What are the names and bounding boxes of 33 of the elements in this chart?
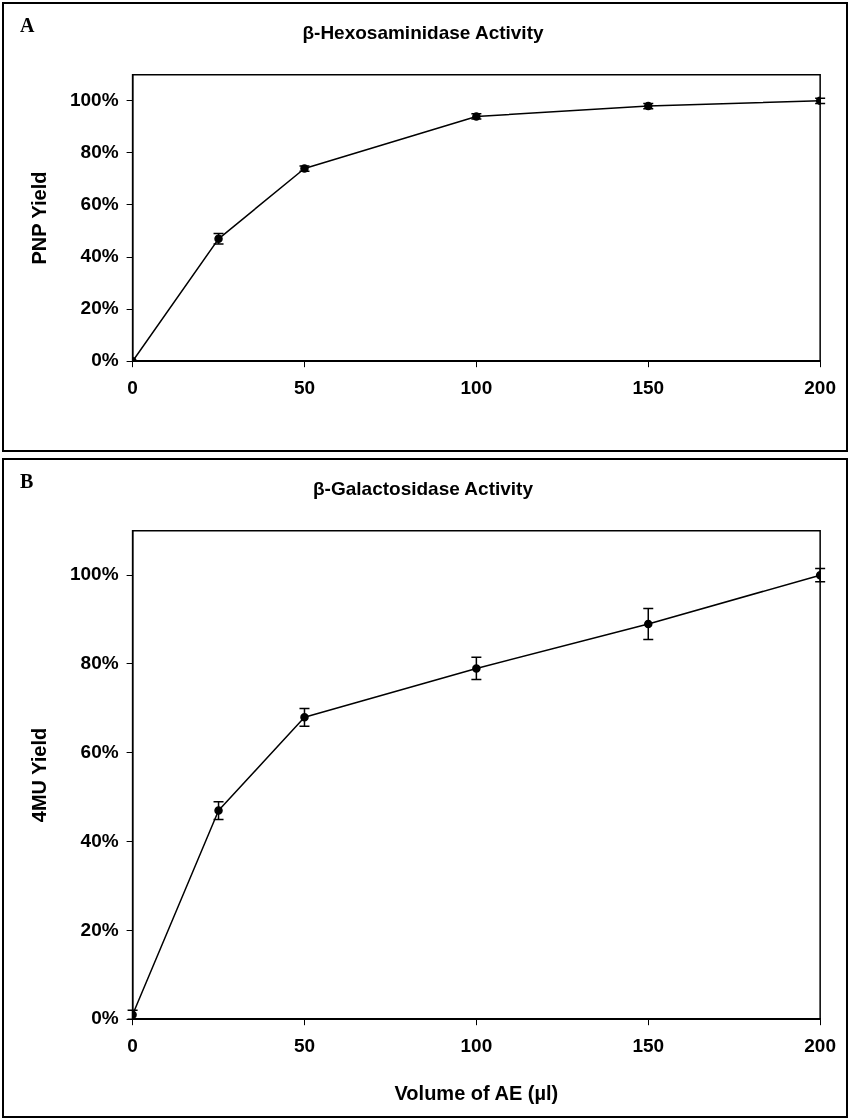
x-tick-label: 100 bbox=[460, 1034, 493, 1056]
y-tick-label: 80% bbox=[80, 652, 119, 674]
point bbox=[214, 806, 223, 815]
point bbox=[300, 713, 309, 722]
y-tick-label: 20% bbox=[80, 918, 119, 940]
y-tick-label: 40% bbox=[80, 829, 119, 851]
y-axis-title: 4MU Yield bbox=[27, 727, 50, 823]
y-tick-label: 100% bbox=[69, 563, 119, 585]
y-tick-label: 0% bbox=[91, 1007, 119, 1029]
point bbox=[644, 619, 653, 629]
x-tick-label: 50 bbox=[293, 1034, 316, 1056]
x-tick-label: 100 bbox=[460, 376, 493, 398]
x-tick-label: 50 bbox=[293, 376, 316, 398]
y-axis-title: PNP Yield bbox=[27, 171, 50, 265]
x-tick-label: 150 bbox=[632, 376, 665, 398]
y-tick-label: 0% bbox=[91, 349, 119, 371]
y-tick-label: 80% bbox=[80, 141, 119, 163]
y-tick-label: 20% bbox=[80, 297, 119, 319]
x-axis-title: Volume of AE (µl) bbox=[394, 1081, 559, 1104]
x-tick-label: 150 bbox=[632, 1034, 665, 1056]
text: B bbox=[20, 470, 34, 493]
point bbox=[472, 664, 481, 673]
x-tick-label: 200 bbox=[804, 376, 836, 398]
y-tick-label: 60% bbox=[80, 193, 119, 215]
chart-title: β-Hexosaminidase Activity bbox=[302, 21, 544, 43]
y-tick-label: 100% bbox=[69, 89, 119, 111]
text: A bbox=[20, 14, 35, 37]
chart-title: β-Galactosidase Activity bbox=[313, 477, 534, 499]
y-tick-label: 40% bbox=[80, 245, 119, 267]
y-tick-label: 60% bbox=[80, 741, 119, 763]
x-tick-label: 0 bbox=[127, 376, 138, 398]
x-tick-label: 200 bbox=[804, 1034, 836, 1056]
x-tick-label: 0 bbox=[127, 1034, 138, 1056]
